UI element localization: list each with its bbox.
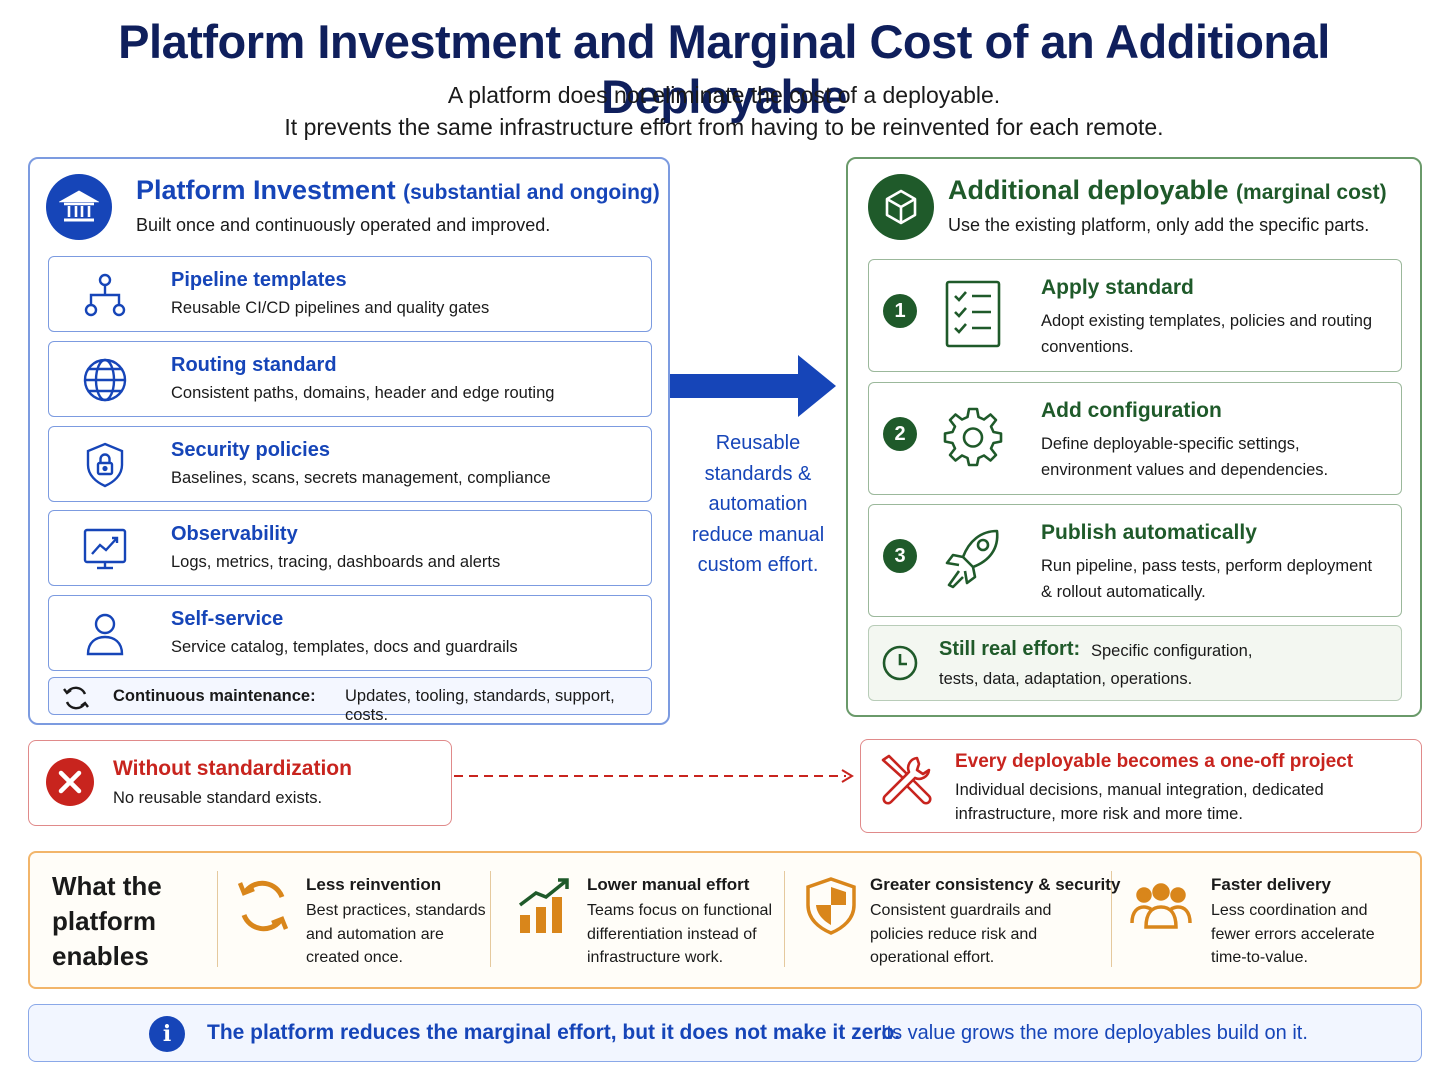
summary-regular: Its value grows the more deployables bui… xyxy=(881,1022,1308,1044)
platform-heading-text: Platform Investment xyxy=(136,175,396,205)
user-icon xyxy=(86,613,124,656)
enables-title: Greater consistency & security xyxy=(870,875,1121,894)
globe-icon xyxy=(83,358,127,402)
one-off-desc: Individual decisions, manual integration… xyxy=(955,781,1324,823)
platform-item-observability: Observability Logs, metrics, tracing, da… xyxy=(48,510,652,586)
item-title: Routing standard xyxy=(171,354,337,376)
enables-title: Lower manual effort xyxy=(587,875,750,894)
item-title: Self-service xyxy=(171,608,284,630)
step-number: 3 xyxy=(883,539,917,573)
enables-desc: Teams focus on functional differentiatio… xyxy=(587,902,772,966)
platform-item-pipeline: Pipeline templates Reusable CI/CD pipeli… xyxy=(48,256,652,332)
step-desc: Define deployable-specific settings, env… xyxy=(1041,435,1329,479)
checklist-icon xyxy=(945,280,1001,348)
enables-desc: Consistent guardrails and policies reduc… xyxy=(870,902,1052,966)
platform-heading: Platform Investment (substantial and ong… xyxy=(136,175,660,206)
step-title: Publish automatically xyxy=(1041,521,1257,544)
divider xyxy=(784,871,785,967)
item-desc: Service catalog, templates, docs and gua… xyxy=(171,638,518,656)
additional-deployable-panel: Additional deployable (marginal cost) Us… xyxy=(846,157,1422,717)
still-effort-label: Still real effort: xyxy=(939,638,1081,660)
without-desc: No reusable standard exists. xyxy=(113,789,323,807)
error-x-icon xyxy=(46,758,94,806)
growth-bars-icon xyxy=(518,878,569,933)
pipeline-icon xyxy=(84,273,126,317)
without-standardization-box: Without standardization No reusable stan… xyxy=(28,740,452,826)
enables-desc: Less coordination and fewer errors accel… xyxy=(1211,902,1375,966)
item-desc: Baselines, scans, secrets management, co… xyxy=(171,469,551,487)
still-effort-value-1: Specific configuration, xyxy=(1091,642,1253,660)
enables-title: Less reinvention xyxy=(306,875,442,894)
without-title: Without standardization xyxy=(113,757,352,780)
right-arrow-icon xyxy=(670,355,836,417)
deployable-heading-text: Additional deployable xyxy=(948,175,1229,205)
still-effort-value-2: tests, data, adaptation, operations. xyxy=(939,670,1193,688)
cycle-arrows-icon xyxy=(237,880,289,932)
step-apply-standard: 1 Apply standard Adopt existing template… xyxy=(868,259,1402,372)
subtitle-line-2: It prevents the same infrastructure effo… xyxy=(284,114,1164,140)
still-real-effort-box: Still real effort: Specific configuratio… xyxy=(868,625,1402,701)
step-desc: Run pipeline, pass tests, perform deploy… xyxy=(1041,557,1373,601)
divider xyxy=(1111,871,1112,967)
continuous-maintenance-bar: Continuous maintenance: Updates, tooling… xyxy=(48,677,652,724)
summary-info-bar: i The platform reduces the marginal effo… xyxy=(28,1004,1422,1062)
step-title: Apply standard xyxy=(1041,276,1194,299)
bank-icon xyxy=(46,174,112,240)
deployable-heading-tag: (marginal cost) xyxy=(1236,181,1387,204)
step-number: 2 xyxy=(883,417,917,451)
rocket-icon xyxy=(945,529,999,589)
divider xyxy=(490,871,491,967)
item-title: Pipeline templates xyxy=(171,269,347,291)
one-off-title: Every deployable becomes a one-off proje… xyxy=(955,751,1354,772)
platform-enables-bar: What the platform enables Less reinventi… xyxy=(28,851,1422,989)
shield-icon xyxy=(806,877,856,935)
info-icon: i xyxy=(149,1016,185,1052)
step-title: Add configuration xyxy=(1041,399,1222,422)
deployable-description: Use the existing platform, only add the … xyxy=(948,215,1370,235)
dashed-arrow-icon xyxy=(454,769,854,783)
platform-heading-tag: (substantial and ongoing) xyxy=(403,181,660,204)
enables-title: Faster delivery xyxy=(1211,875,1332,894)
step-publish-automatically: 3 Publish automatically Run pipeline, pa… xyxy=(868,504,1402,617)
platform-item-routing: Routing standard Consistent paths, domai… xyxy=(48,341,652,417)
reuse-explanation: Reusable standards & automation reduce m… xyxy=(691,432,825,576)
monitor-chart-icon xyxy=(83,528,127,570)
deployable-heading: Additional deployable (marginal cost) xyxy=(948,175,1387,206)
gear-icon xyxy=(943,407,1003,467)
step-number: 1 xyxy=(883,294,917,328)
subtitle-line-1: A platform does not eliminate the cost o… xyxy=(447,82,1001,108)
tools-icon xyxy=(881,754,932,805)
step-desc: Adopt existing templates, policies and r… xyxy=(1041,312,1373,356)
platform-description: Built once and continuously operated and… xyxy=(136,215,551,235)
page-title: Platform Investment and Marginal Cost of… xyxy=(118,15,1330,123)
team-icon xyxy=(1130,883,1192,929)
item-desc: Logs, metrics, tracing, dashboards and a… xyxy=(171,553,501,571)
item-desc: Consistent paths, domains, header and ed… xyxy=(171,384,555,402)
maintenance-value: Updates, tooling, standards, support, co… xyxy=(345,687,615,724)
summary-bold: The platform reduces the marginal effort… xyxy=(207,1021,901,1044)
maintenance-label: Continuous maintenance: xyxy=(113,687,316,705)
shield-lock-icon xyxy=(86,442,124,488)
clock-icon xyxy=(882,645,918,681)
refresh-icon xyxy=(63,686,89,710)
platform-investment-panel: Platform Investment (substantial and ong… xyxy=(28,157,670,725)
enables-desc: Best practices, standards and automation… xyxy=(306,902,486,966)
item-title: Security policies xyxy=(171,439,330,461)
enables-heading: What the platform enables xyxy=(52,871,162,971)
cube-icon xyxy=(868,174,934,240)
divider xyxy=(217,871,218,967)
platform-item-self-service: Self-service Service catalog, templates,… xyxy=(48,595,652,671)
platform-item-security: Security policies Baselines, scans, secr… xyxy=(48,426,652,502)
step-add-configuration: 2 Add configuration Define deployable-sp… xyxy=(868,382,1402,495)
item-desc: Reusable CI/CD pipelines and quality gat… xyxy=(171,299,490,317)
item-title: Observability xyxy=(171,523,298,545)
one-off-project-box: Every deployable becomes a one-off proje… xyxy=(860,739,1422,833)
